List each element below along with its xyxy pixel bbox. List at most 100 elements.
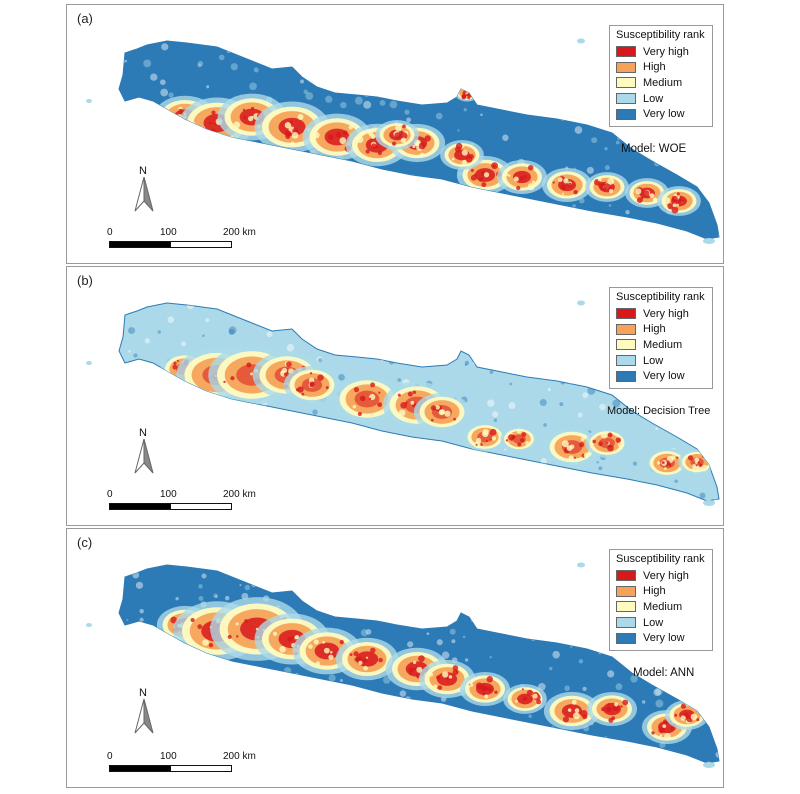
legend: Susceptibility rank Very high High Mediu… [609, 549, 713, 651]
texture-speckle [339, 170, 345, 176]
zone-speckle [583, 452, 590, 459]
texture-speckle [235, 158, 242, 165]
zone-speckle [236, 635, 239, 638]
zone-speckle [482, 692, 486, 696]
texture-speckle [258, 416, 266, 425]
texture-speckle [718, 367, 719, 370]
texture-speckle [447, 582, 452, 587]
texture-speckle [132, 571, 140, 579]
texture-speckle [240, 173, 244, 176]
small-island [577, 300, 585, 306]
north-arrow-icon [134, 698, 154, 734]
texture-speckle [183, 191, 188, 196]
zone-speckle [408, 667, 414, 673]
north-arrow: N [125, 687, 165, 739]
zone-speckle [348, 125, 354, 130]
zone-speckle [178, 108, 183, 113]
texture-speckle [608, 222, 614, 227]
texture-speckle [492, 411, 499, 418]
texture-speckle [369, 81, 372, 84]
texture-speckle [369, 457, 377, 466]
zone-speckle [233, 121, 241, 129]
texture-speckle [586, 166, 594, 174]
legend: Susceptibility rank Very high High Mediu… [609, 25, 713, 127]
legend-item-low: Low [616, 91, 706, 107]
zone-speckle [573, 712, 580, 720]
texture-speckle [403, 354, 411, 361]
texture-speckle [701, 136, 708, 143]
texture-speckle [466, 341, 469, 345]
texture-speckle [557, 752, 563, 758]
texture-speckle [449, 736, 457, 743]
zone-speckle [607, 703, 610, 706]
texture-speckle [131, 371, 136, 376]
zone-speckle [290, 141, 295, 146]
small-island [703, 238, 715, 244]
texture-speckle [128, 327, 136, 335]
texture-speckle [528, 714, 532, 718]
texture-speckle [543, 303, 551, 309]
zone-speckle [511, 434, 516, 439]
zone-speckle [349, 653, 353, 657]
texture-speckle [468, 207, 477, 216]
zone-speckle [353, 651, 359, 657]
texture-speckle [525, 78, 532, 85]
texture-speckle [290, 207, 299, 216]
texture-speckle [424, 601, 433, 610]
texture-speckle [444, 324, 449, 330]
texture-speckle [121, 59, 126, 64]
model-label: Model: Decision Tree [607, 405, 711, 417]
texture-speckle [184, 669, 190, 675]
texture-speckle [497, 56, 505, 64]
zone-speckle [327, 134, 334, 140]
texture-speckle [405, 576, 412, 582]
zone-speckle [363, 665, 368, 671]
scale-bar: 0 100 200 km [107, 489, 256, 519]
texture-speckle [270, 448, 275, 453]
texture-speckle [198, 195, 206, 203]
zone-speckle [635, 188, 642, 195]
zone-speckle [428, 672, 434, 677]
zone-speckle [461, 94, 467, 100]
zone-speckle [430, 405, 437, 411]
zone-speckle [453, 417, 457, 421]
texture-speckle [515, 42, 518, 45]
texture-speckle [501, 363, 506, 369]
zone-speckle [694, 457, 700, 463]
map-panel-a: (a) Susceptibility rank Very high High M… [66, 4, 724, 264]
zone-speckle [618, 442, 624, 448]
zone-speckle [462, 86, 469, 92]
zone-speckle [227, 634, 232, 639]
texture-speckle [670, 653, 674, 657]
texture-speckle [604, 165, 610, 171]
zone-speckle [223, 380, 226, 384]
texture-speckle [253, 434, 259, 440]
zone-speckle [209, 121, 213, 125]
java-island-map [86, 300, 720, 506]
texture-speckle [143, 59, 152, 68]
zone-speckle [402, 124, 406, 129]
zone-speckle [297, 114, 304, 121]
texture-speckle [456, 490, 461, 495]
small-island [577, 562, 585, 568]
texture-speckle [543, 423, 547, 427]
zone-speckle [342, 130, 348, 136]
texture-speckle [195, 687, 202, 694]
legend-swatch [616, 370, 636, 382]
texture-speckle [511, 578, 517, 584]
zone-speckle [197, 624, 203, 630]
zone-speckle [480, 685, 487, 692]
texture-speckle [151, 146, 154, 150]
zone-speckle [395, 125, 402, 132]
texture-speckle [313, 188, 319, 194]
zone-speckle [242, 108, 246, 112]
texture-speckle [266, 331, 273, 338]
texture-speckle [336, 225, 340, 229]
zone-speckle [515, 699, 518, 703]
zone-speckle [519, 176, 524, 181]
zone-speckle [676, 192, 680, 196]
texture-speckle [713, 58, 719, 66]
zone-speckle [371, 143, 377, 149]
zone-speckle [291, 636, 295, 640]
texture-speckle [304, 237, 307, 239]
